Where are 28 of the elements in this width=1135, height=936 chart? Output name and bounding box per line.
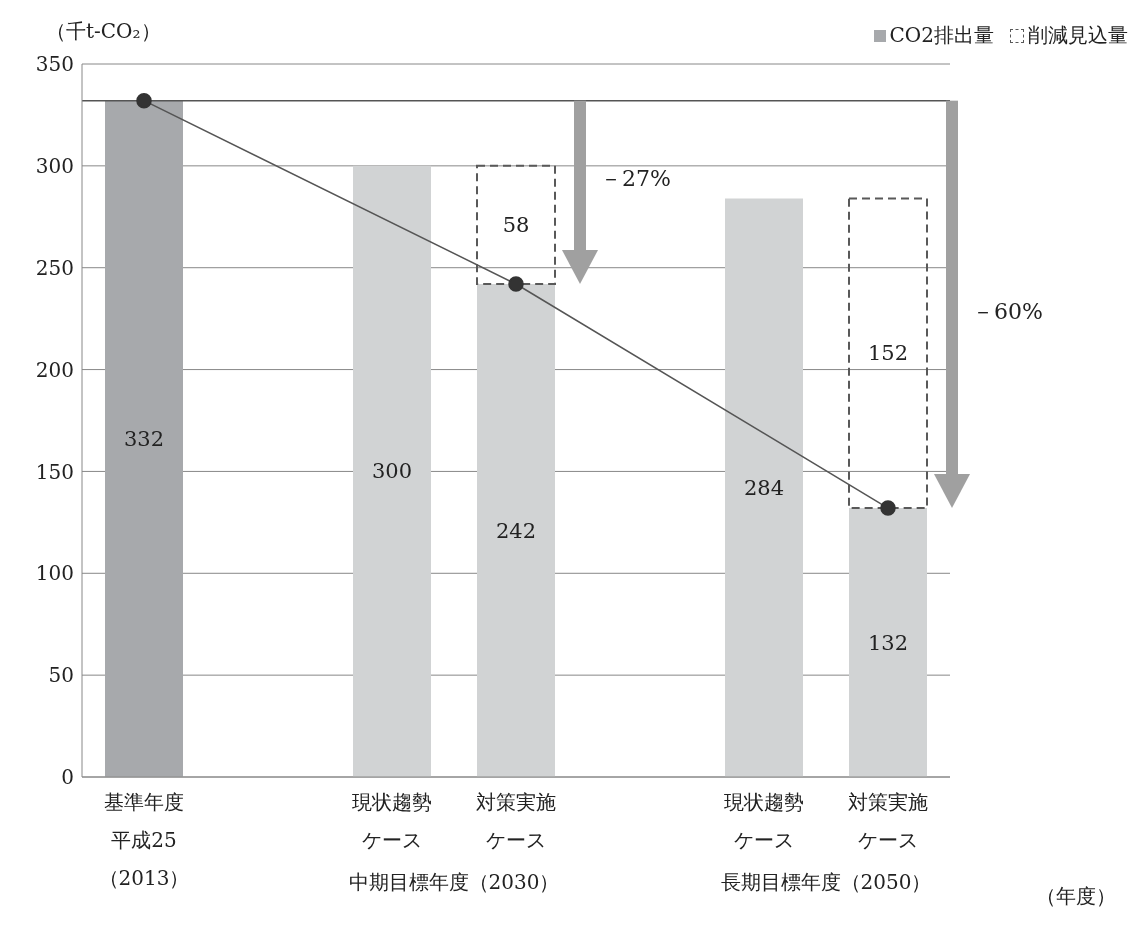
text: （年度） xyxy=(1036,884,1116,908)
y-tick-label: 0 xyxy=(61,765,74,790)
data-label: 132 xyxy=(867,630,909,655)
y-tick-label: 200 xyxy=(35,357,74,382)
y-axis-title: （千t-CO₂） xyxy=(46,19,161,43)
y-tick-label: 150 xyxy=(35,459,74,484)
text: 中期目標年度（2030） xyxy=(348,870,560,894)
text: －60% xyxy=(972,298,1043,324)
data-label: 152 xyxy=(867,341,909,366)
x-tick-label: 対策実施ケース xyxy=(848,790,928,852)
data-label: 242 xyxy=(495,518,537,543)
annotation: －27% xyxy=(600,166,671,192)
x-tick-label: 現状趨勢ケース xyxy=(724,790,804,852)
legend-label: CO2排出量 xyxy=(889,22,994,49)
y-tick-label: 350 xyxy=(35,52,74,77)
x-tick-label: 現状趨勢ケース xyxy=(352,790,432,852)
data-label: 284 xyxy=(743,475,785,500)
x-tick-label: 対策実施ケース xyxy=(476,790,556,852)
text: 長期目標年度（2050） xyxy=(720,870,932,894)
data-label: 58 xyxy=(502,212,530,237)
y-tick-label: 300 xyxy=(35,153,74,178)
y-tick-label: 50 xyxy=(48,663,74,688)
y-tick-label: 100 xyxy=(35,561,74,586)
data-label: 332 xyxy=(123,426,165,451)
x-tick-label: 基準年度平成25（2013） xyxy=(98,790,190,890)
legend-label: 削減見込量 xyxy=(1028,22,1128,49)
y-tick-label: 250 xyxy=(35,255,74,280)
data-label: 300 xyxy=(371,459,413,484)
